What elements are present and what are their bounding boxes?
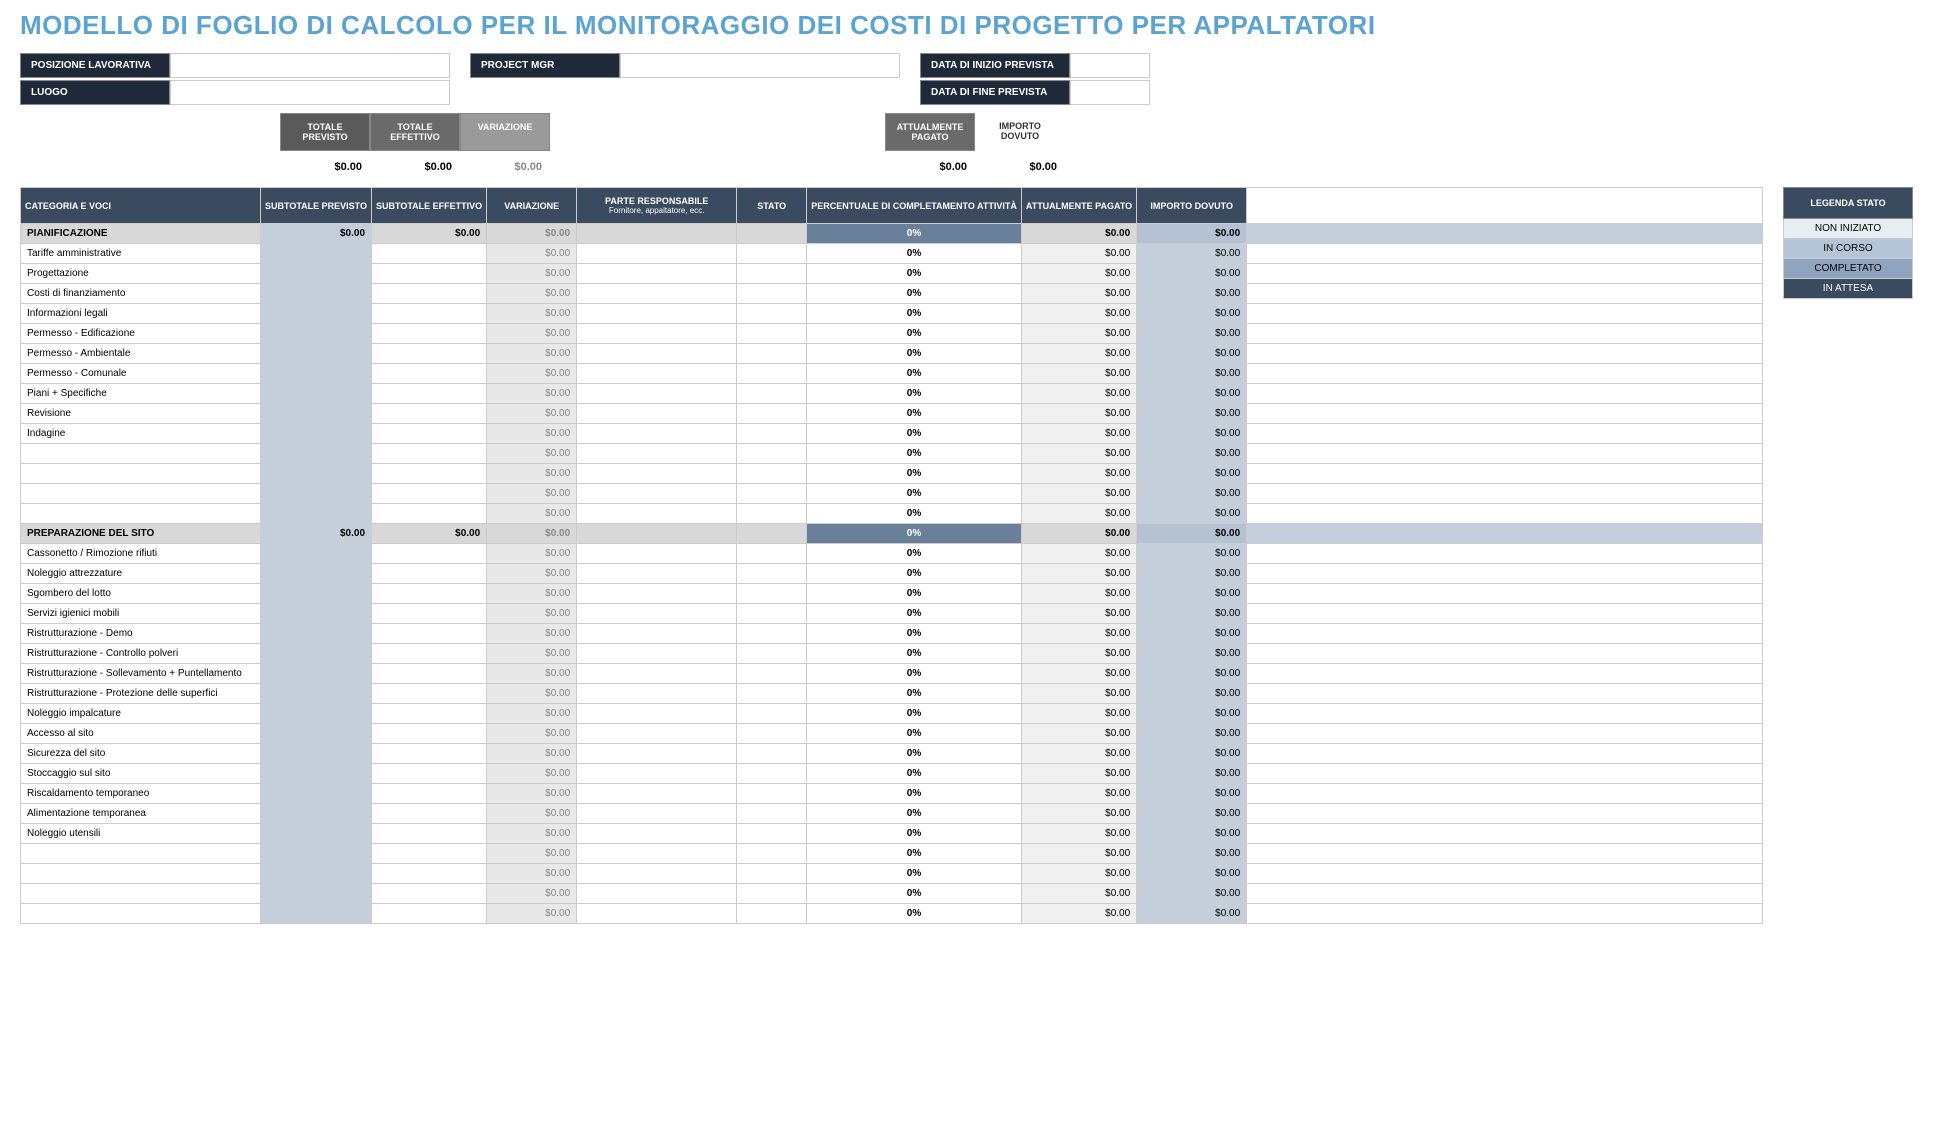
variazione-header: VARIAZIONE [460, 113, 550, 151]
table-row[interactable]: $0.00 0% $0.00 $0.00 [21, 884, 1763, 904]
col-percentuale: PERCENTUALE DI COMPLETAMENTO ATTIVITÀ [807, 188, 1022, 224]
table-row[interactable]: Noleggio impalcature $0.00 0% $0.00 $0.0… [21, 704, 1763, 724]
section-row: PIANIFICAZIONE $0.00 $0.00 $0.00 0% $0.0… [21, 224, 1763, 244]
totale-previsto-value: $0.00 [280, 155, 370, 179]
col-responsabile: PARTE RESPONSABILEFornitore, appaltatore… [577, 188, 737, 224]
table-row[interactable]: Ristrutturazione - Protezione delle supe… [21, 684, 1763, 704]
table-row[interactable]: $0.00 0% $0.00 $0.00 [21, 844, 1763, 864]
luogo-input[interactable] [170, 80, 450, 105]
table-row[interactable]: $0.00 0% $0.00 $0.00 [21, 904, 1763, 924]
page-title: MODELLO DI FOGLIO DI CALCOLO PER IL MONI… [20, 10, 1913, 41]
datafine-input[interactable] [1070, 80, 1150, 105]
col-effettivo: SUBTOTALE EFFETTIVO [372, 188, 487, 224]
table-row[interactable]: Stoccaggio sul sito $0.00 0% $0.00 $0.00 [21, 764, 1763, 784]
table-row[interactable]: Costi di finanziamento $0.00 0% $0.00 $0… [21, 284, 1763, 304]
table-row[interactable]: $0.00 0% $0.00 $0.00 [21, 464, 1763, 484]
projectmgr-input[interactable] [620, 53, 900, 78]
col-categoria: CATEGORIA E VOCI [21, 188, 261, 224]
table-row[interactable]: Progettazione $0.00 0% $0.00 $0.00 [21, 264, 1763, 284]
table-row[interactable]: Sgombero del lotto $0.00 0% $0.00 $0.00 [21, 584, 1763, 604]
table-row[interactable]: Noleggio utensili $0.00 0% $0.00 $0.00 [21, 824, 1763, 844]
legend-item: IN CORSO [1783, 239, 1913, 259]
posizione-input[interactable] [170, 53, 450, 78]
table-row[interactable]: Servizi igienici mobili $0.00 0% $0.00 $… [21, 604, 1763, 624]
col-dovuto: IMPORTO DOVUTO [1137, 188, 1247, 224]
table-row[interactable]: Ristrutturazione - Controllo polveri $0.… [21, 644, 1763, 664]
col-previsto: SUBTOTALE PREVISTO [261, 188, 372, 224]
legend: LEGENDA STATO NON INIZIATOIN CORSOCOMPLE… [1783, 187, 1913, 299]
col-variazione: VARIAZIONE [487, 188, 577, 224]
col-pagato: ATTUALMENTE PAGATO [1021, 188, 1136, 224]
legend-header: LEGENDA STATO [1783, 187, 1913, 219]
table-row[interactable]: $0.00 0% $0.00 $0.00 [21, 504, 1763, 524]
table-row[interactable]: $0.00 0% $0.00 $0.00 [21, 444, 1763, 464]
table-row[interactable]: Cassonetto / Rimozione rifiuti $0.00 0% … [21, 544, 1763, 564]
luogo-label: LUOGO [20, 80, 170, 105]
table-row[interactable]: Informazioni legali $0.00 0% $0.00 $0.00 [21, 304, 1763, 324]
table-row[interactable]: Ristrutturazione - Sollevamento + Puntel… [21, 664, 1763, 684]
legend-item: COMPLETATO [1783, 259, 1913, 279]
posizione-label: POSIZIONE LAVORATIVA [20, 53, 170, 78]
projectmgr-label: PROJECT MGR [470, 53, 620, 78]
pagato-value: $0.00 [885, 155, 975, 179]
table-row[interactable]: Sicurezza del sito $0.00 0% $0.00 $0.00 [21, 744, 1763, 764]
table-row[interactable]: Revisione $0.00 0% $0.00 $0.00 [21, 404, 1763, 424]
totale-previsto-header: TOTALE PREVISTO [280, 113, 370, 151]
section-row: PREPARAZIONE DEL SITO $0.00 $0.00 $0.00 … [21, 524, 1763, 544]
table-row[interactable]: Permesso - Comunale $0.00 0% $0.00 $0.00 [21, 364, 1763, 384]
table-row[interactable]: Permesso - Ambientale $0.00 0% $0.00 $0.… [21, 344, 1763, 364]
table-row[interactable]: Permesso - Edificazione $0.00 0% $0.00 $… [21, 324, 1763, 344]
datainizio-input[interactable] [1070, 53, 1150, 78]
table-row[interactable]: Ristrutturazione - Demo $0.00 0% $0.00 $… [21, 624, 1763, 644]
totale-effettivo-header: TOTALE EFFETTIVO [370, 113, 460, 151]
totale-effettivo-value: $0.00 [370, 155, 460, 179]
dovuto-header: IMPORTO DOVUTO [975, 113, 1065, 151]
legend-item: NON INIZIATO [1783, 219, 1913, 239]
table-row[interactable]: $0.00 0% $0.00 $0.00 [21, 484, 1763, 504]
table-row[interactable]: Indagine $0.00 0% $0.00 $0.00 [21, 424, 1763, 444]
table-row[interactable]: Noleggio attrezzature $0.00 0% $0.00 $0.… [21, 564, 1763, 584]
datainizio-label: DATA DI INIZIO PREVISTA [920, 53, 1070, 78]
table-row[interactable]: Piani + Specifiche $0.00 0% $0.00 $0.00 [21, 384, 1763, 404]
col-commenti: COMMENTI [1247, 188, 1763, 224]
table-row[interactable]: Alimentazione temporanea $0.00 0% $0.00 … [21, 804, 1763, 824]
col-stato: STATO [737, 188, 807, 224]
cost-table: CATEGORIA E VOCI SUBTOTALE PREVISTO SUBT… [20, 187, 1763, 924]
variazione-value: $0.00 [460, 155, 550, 179]
dovuto-value: $0.00 [975, 155, 1065, 179]
pagato-header: ATTUALMENTE PAGATO [885, 113, 975, 151]
table-row[interactable]: Accesso al sito $0.00 0% $0.00 $0.00 [21, 724, 1763, 744]
table-row[interactable]: Riscaldamento temporaneo $0.00 0% $0.00 … [21, 784, 1763, 804]
legend-item: IN ATTESA [1783, 279, 1913, 299]
datafine-label: DATA DI FINE PREVISTA [920, 80, 1070, 105]
table-row[interactable]: Tariffe amministrative $0.00 0% $0.00 $0… [21, 244, 1763, 264]
table-row[interactable]: $0.00 0% $0.00 $0.00 [21, 864, 1763, 884]
